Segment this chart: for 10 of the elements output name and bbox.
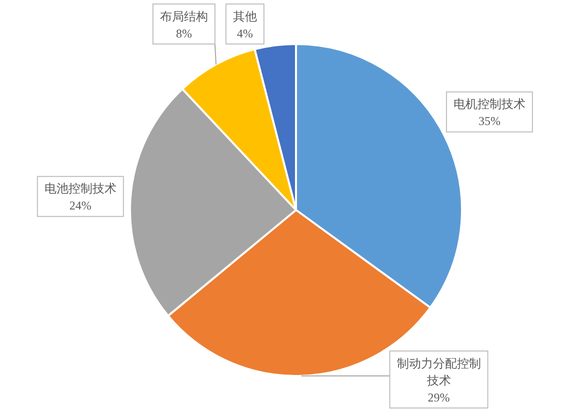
data-label: 4% [236,26,253,40]
data-label: 35% [478,114,500,128]
data-label: 29% [428,390,450,404]
slice-label: 电池控制技术 [44,182,116,196]
data-label: 24% [69,198,92,213]
slice-label: 制动力分配控制技术 [396,356,481,388]
data-label: 8% [176,26,192,40]
slice-label: 布局结构 [160,9,208,24]
slice-label: 其他 [232,9,257,24]
slice-label: 电机控制技术 [453,97,526,112]
